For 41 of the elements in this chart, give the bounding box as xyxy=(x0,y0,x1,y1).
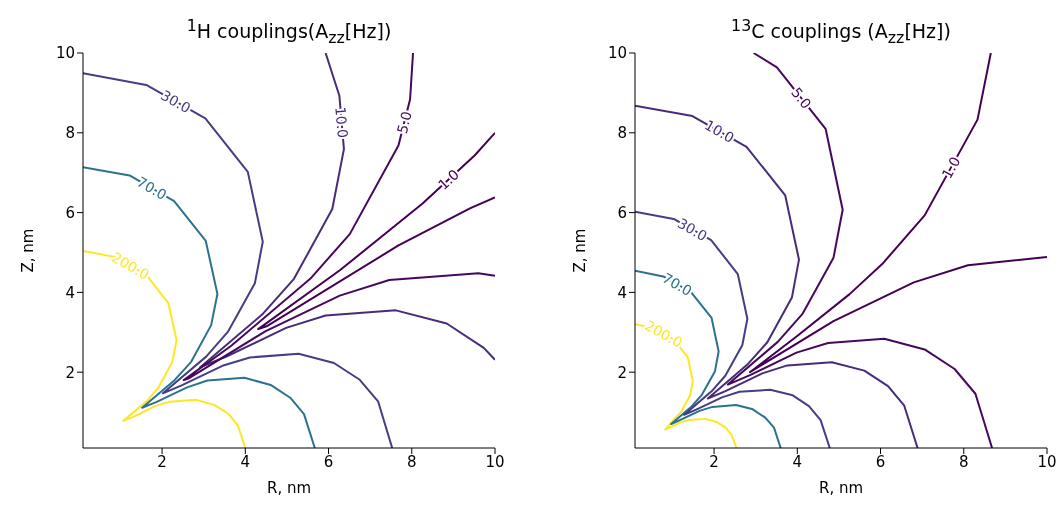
text: 70.0 xyxy=(659,269,695,300)
y-tick-label: 8 xyxy=(65,124,75,143)
text: 5.0 xyxy=(393,109,415,136)
y-axis-title: Z, nm xyxy=(571,228,590,273)
text: 1.0 xyxy=(938,153,964,182)
text: 1.0 xyxy=(434,166,463,193)
y-axis-title: Z, nm xyxy=(19,228,38,273)
line-series xyxy=(635,269,782,448)
x-tick-label: 10 xyxy=(1037,452,1057,471)
x-tick-label: 4 xyxy=(792,452,803,471)
y-tick-label: 8 xyxy=(617,124,627,143)
text: 10.0 xyxy=(332,106,351,139)
text: 70.0 xyxy=(134,173,170,203)
y-tick-label: 4 xyxy=(65,283,75,302)
line-series xyxy=(83,249,247,448)
line-series xyxy=(83,166,316,448)
x-axis-title: R, nm xyxy=(818,479,864,497)
x-tick-label: 2 xyxy=(709,452,719,471)
line-series xyxy=(635,210,831,448)
y-tick-label: 2 xyxy=(65,363,75,382)
x-tick-label: 8 xyxy=(958,452,969,471)
y-tick-label: 10 xyxy=(607,44,627,63)
y-tick-label: 10 xyxy=(55,44,75,63)
x-tick-label: 6 xyxy=(875,452,886,471)
chart-title: $^{1}$H couplings(A$_{zz}$[Hz]) xyxy=(185,15,393,48)
x-axis-title: R, nm xyxy=(266,479,312,497)
x-tick-label: 8 xyxy=(406,452,417,471)
y-tick-label: 6 xyxy=(617,203,627,222)
y-tick-label: 2 xyxy=(617,363,627,382)
x-tick-label: 4 xyxy=(240,452,251,471)
x-tick-label: 2 xyxy=(157,452,167,471)
text: 30.0 xyxy=(158,87,194,117)
y-tick-label: 6 xyxy=(65,203,75,222)
y-tick-label: 4 xyxy=(617,283,627,302)
line-series xyxy=(83,72,394,448)
text: 5.0 xyxy=(788,84,815,112)
chart-title: $^{13}$C couplings (A$_{zz}$[Hz]) xyxy=(730,15,952,48)
x-tick-label: 6 xyxy=(323,452,334,471)
text: 10.0 xyxy=(701,116,737,147)
x-tick-label: 10 xyxy=(485,452,505,471)
text: 30.0 xyxy=(674,214,710,245)
